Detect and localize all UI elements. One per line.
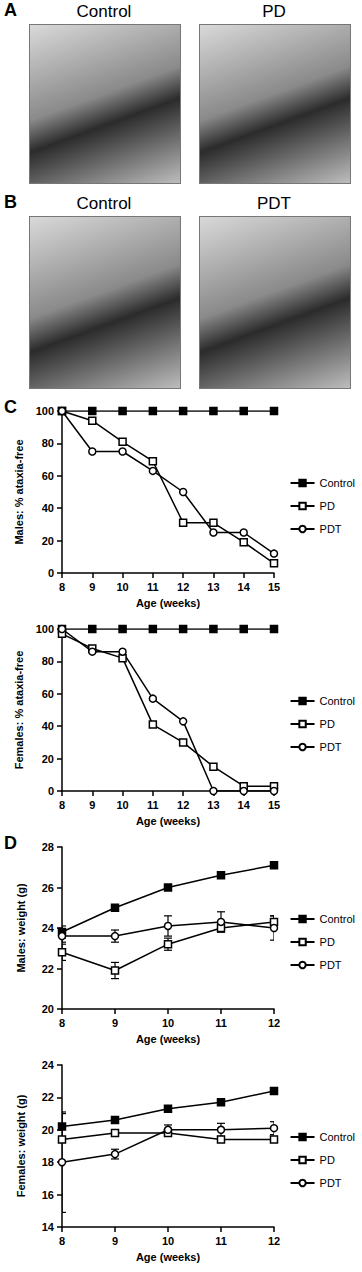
svg-text:8: 8 (59, 1235, 65, 1247)
svg-text:0: 0 (48, 567, 54, 579)
html-text:A: A (4, 0, 17, 20)
svg-text:14: 14 (238, 799, 251, 811)
svg-text:8: 8 (59, 1017, 65, 1029)
html-text:PDT: PDT (257, 194, 291, 213)
svg-text:Males: weight (g): Males: weight (g) (15, 883, 27, 973)
svg-text:40: 40 (42, 502, 54, 514)
svg-text:9: 9 (89, 799, 95, 811)
svg-text:20: 20 (42, 753, 54, 765)
svg-text:8: 8 (59, 581, 65, 593)
svg-text:12: 12 (177, 799, 189, 811)
svg-text:13: 13 (207, 581, 219, 593)
svg-text:11: 11 (215, 1017, 227, 1029)
svg-text:11: 11 (215, 1235, 227, 1247)
svg-text:Males: % ataxia-free: Males: % ataxia-free (13, 439, 25, 544)
svg-text:Control: Control (320, 695, 355, 707)
svg-text:14: 14 (238, 581, 251, 593)
svg-text:PDT: PDT (320, 523, 342, 535)
svg-text:Control: Control (320, 1131, 355, 1143)
svg-text:26: 26 (42, 882, 54, 894)
svg-text:12: 12 (177, 581, 189, 593)
svg-text:12: 12 (268, 1017, 280, 1029)
svg-text:PD: PD (320, 500, 335, 512)
svg-text:Females: weight (g): Females: weight (g) (15, 1094, 27, 1197)
svg-text:PD: PD (320, 936, 335, 948)
svg-text:60: 60 (42, 688, 54, 700)
svg-text:80: 80 (42, 437, 54, 449)
svg-text:PDT: PDT (320, 741, 342, 753)
svg-text:Age (weeks): Age (weeks) (136, 597, 201, 609)
svg-text:PD: PD (320, 718, 335, 730)
svg-text:60: 60 (42, 470, 54, 482)
svg-text:10: 10 (116, 799, 128, 811)
svg-text:Age (weeks): Age (weeks) (136, 815, 201, 827)
svg-text:24: 24 (42, 1059, 55, 1071)
svg-text:Age (weeks): Age (weeks) (136, 1033, 201, 1045)
svg-text:12: 12 (268, 1235, 280, 1247)
svg-text:9: 9 (89, 581, 95, 593)
svg-text:22: 22 (42, 1091, 54, 1103)
svg-text:20: 20 (42, 1124, 54, 1136)
svg-text:11: 11 (147, 799, 159, 811)
svg-text:24: 24 (42, 922, 55, 934)
svg-text:10: 10 (162, 1017, 174, 1029)
svg-text:10: 10 (116, 581, 128, 593)
svg-text:Age (weeks): Age (weeks) (136, 1251, 201, 1263)
svg-text:15: 15 (268, 799, 280, 811)
svg-text:9: 9 (112, 1017, 118, 1029)
svg-text:13: 13 (207, 799, 219, 811)
svg-text:Control: Control (320, 477, 355, 489)
svg-text:8: 8 (59, 799, 65, 811)
svg-text:15: 15 (268, 581, 280, 593)
svg-text:0: 0 (48, 785, 54, 797)
svg-text:100: 100 (36, 405, 54, 417)
html-text:Control: Control (76, 194, 132, 213)
html-text:PD: PD (262, 2, 286, 21)
svg-text:18: 18 (42, 1156, 54, 1168)
svg-text:PDT: PDT (320, 1177, 342, 1189)
svg-text:22: 22 (42, 963, 54, 975)
svg-text:Females: % ataxia-free: Females: % ataxia-free (13, 651, 25, 770)
html-text:D: D (4, 833, 17, 853)
svg-text:16: 16 (42, 1189, 54, 1201)
svg-text:20: 20 (42, 1003, 54, 1015)
html-text:B: B (4, 192, 17, 212)
svg-text:28: 28 (42, 841, 54, 853)
svg-text:10: 10 (162, 1235, 174, 1247)
svg-text:9: 9 (112, 1235, 118, 1247)
html-text:C: C (4, 397, 17, 417)
svg-text:40: 40 (42, 720, 54, 732)
svg-text:80: 80 (42, 655, 54, 667)
svg-text:100: 100 (36, 623, 54, 635)
html-text:Control: Control (76, 2, 132, 21)
svg-text:11: 11 (147, 581, 159, 593)
svg-text:PD: PD (320, 1154, 335, 1166)
svg-text:PDT: PDT (320, 959, 342, 971)
svg-text:14: 14 (42, 1221, 55, 1233)
svg-text:20: 20 (42, 535, 54, 547)
svg-text:Control: Control (320, 913, 355, 925)
